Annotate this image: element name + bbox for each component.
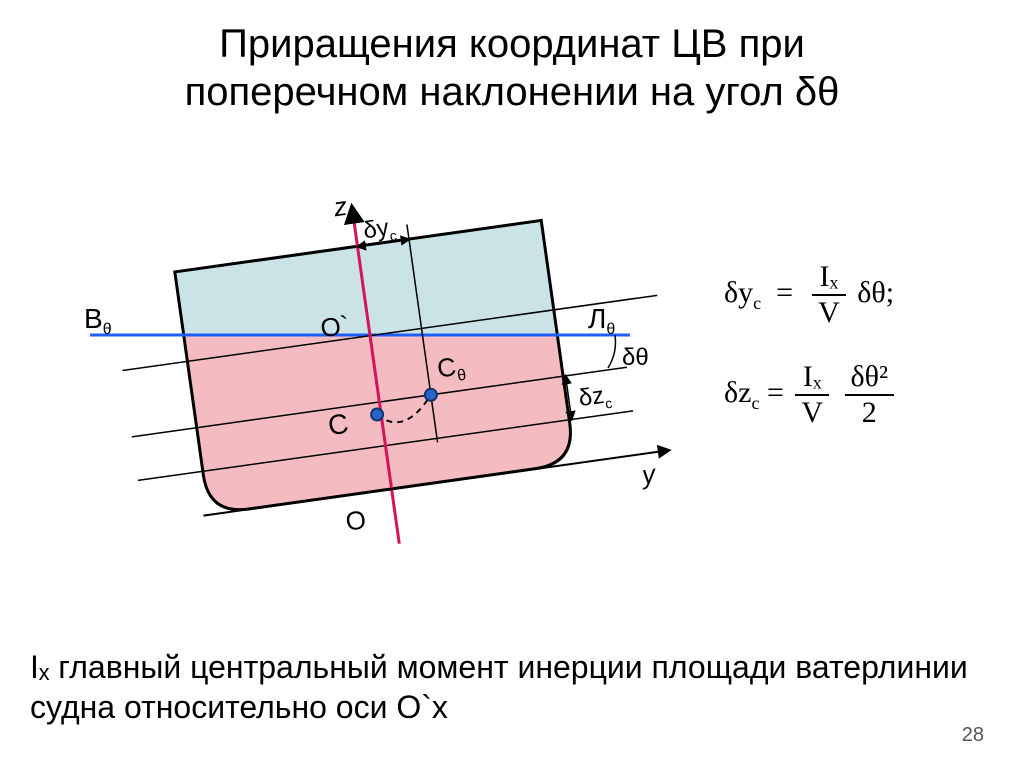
diagram: z y O O` C Cθ δyc δzc δθ Bθ Лθ bbox=[60, 150, 680, 590]
title-line2: поперечном наклонении на угол δθ bbox=[185, 70, 840, 114]
page-title: Приращения координат ЦВ при поперечном н… bbox=[0, 20, 1024, 116]
label-C: C bbox=[326, 408, 350, 442]
eq2-den: V bbox=[795, 396, 829, 430]
dtheta-arc bbox=[608, 335, 615, 368]
eq2-num: Iₓ bbox=[795, 360, 829, 396]
label-dzc: δzc bbox=[577, 381, 613, 415]
eq2-sub: c bbox=[751, 393, 759, 413]
eq1-num: Iₓ bbox=[812, 260, 846, 296]
page-number: 28 bbox=[962, 724, 984, 747]
title-line1: Приращения координат ЦВ при bbox=[219, 22, 805, 66]
label-Ltheta: Лθ bbox=[588, 303, 615, 338]
eq1-sub: c bbox=[753, 293, 761, 313]
label-dyc: δyc bbox=[362, 213, 398, 247]
bottom-text: Iₓ главный центральный момент инерции пл… bbox=[30, 647, 994, 727]
eq1-lhs: δy bbox=[724, 276, 753, 309]
eq2: δzc = IₓV δθ²2 bbox=[724, 360, 984, 430]
label-z: z bbox=[331, 191, 349, 223]
label-y: y bbox=[638, 458, 659, 490]
label-Btheta: Bθ bbox=[84, 303, 112, 338]
eq2-lhs: δz bbox=[724, 376, 751, 409]
point-c bbox=[370, 408, 384, 422]
formulas: δyc = IₓV δθ; δzc = IₓV δθ²2 bbox=[724, 260, 984, 430]
point-ctheta bbox=[424, 388, 438, 402]
label-O: O bbox=[344, 504, 368, 537]
eq1: δyc = IₓV δθ; bbox=[724, 260, 984, 330]
label-Oprime: O` bbox=[318, 310, 351, 344]
label-dtheta: δθ bbox=[622, 344, 649, 371]
eq1-rhs: δθ; bbox=[857, 276, 894, 309]
eq2-rhs-den: 2 bbox=[845, 396, 895, 430]
eq2-rhs-num: δθ² bbox=[845, 360, 895, 396]
eq1-den: V bbox=[812, 296, 846, 330]
